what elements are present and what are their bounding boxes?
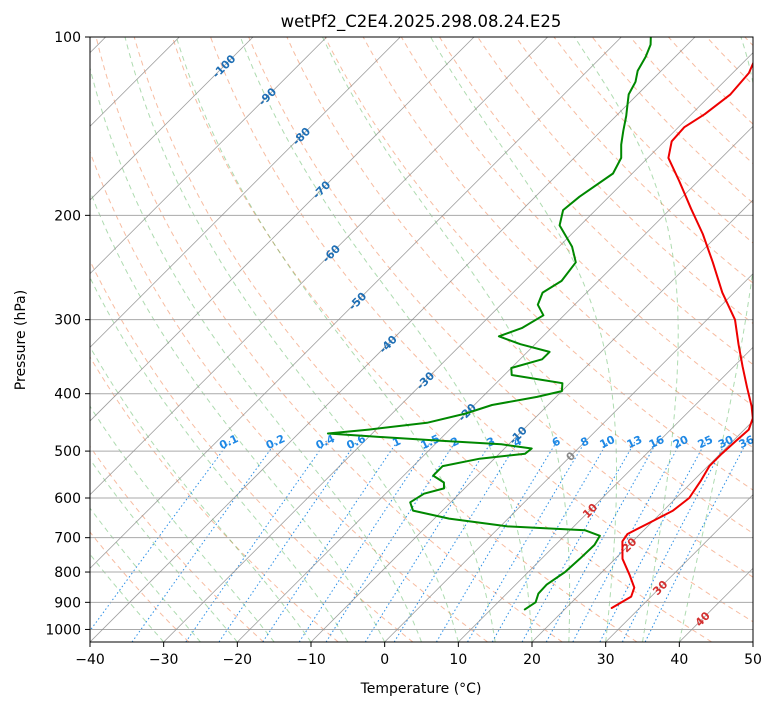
moist-adiabat (574, 37, 679, 642)
dry-adiabat (515, 37, 753, 284)
moist-adiabat (90, 553, 165, 642)
mixing-ratio-label: 25 (696, 433, 715, 451)
y-tick-label: 100 (54, 30, 81, 46)
dry-adiabat (400, 37, 753, 407)
mixing-ratio-line (325, 440, 457, 642)
mixing-ratio-label: 20 (671, 433, 691, 451)
mixing-ratio-line (545, 440, 659, 642)
dry-adiabat (362, 37, 753, 449)
moist-adiabat (322, 37, 571, 642)
x-tick-label: −30 (149, 652, 179, 668)
x-tick-label: −40 (75, 652, 105, 668)
isotherm-line (237, 125, 753, 642)
isotherm-line (163, 52, 753, 642)
y-tick-label: 300 (54, 313, 81, 329)
dewpoint-profile-line (326, 37, 652, 611)
x-tick-label: 0 (380, 652, 389, 668)
mixing-ratio-label: 10 (598, 433, 618, 451)
mixing-ratio-line (185, 440, 328, 642)
isotherm-line (531, 420, 753, 642)
dry-adiabat (90, 531, 190, 642)
moist-adiabat (175, 37, 496, 642)
isotherm-line (90, 37, 401, 348)
y-tick-label: 900 (54, 595, 81, 611)
mixing-ratio-line (90, 440, 231, 632)
mixing-ratio-line (521, 440, 637, 642)
y-tick-label: 400 (54, 387, 81, 403)
mixing-ratio-line (572, 440, 683, 642)
dry-adiabat (133, 37, 638, 642)
y-tick-label: 200 (54, 208, 81, 224)
x-tick-label: 20 (523, 652, 541, 668)
isotherm-line (90, 37, 696, 642)
y-tick-label: 500 (54, 444, 81, 460)
y-tick-label: 1000 (45, 622, 81, 638)
moist-adiabat (239, 37, 533, 642)
isotherm-line (90, 37, 549, 496)
temperature-profile-line (610, 61, 753, 609)
mixing-ratio-line (644, 440, 748, 642)
x-tick-label: −10 (296, 652, 326, 668)
dry-adiabat (90, 150, 488, 642)
x-tick-label: −20 (223, 652, 253, 668)
pressure-gridlines (90, 37, 753, 630)
dry-adiabat (171, 37, 712, 642)
x-tick-label: 50 (744, 652, 762, 668)
dry-adiabat (95, 37, 563, 642)
mixing-ratio-line (364, 440, 493, 642)
mixing-ratio-line (298, 440, 432, 642)
x-axis-ticks: −40 −30 −20 −10 0 10 20 30 40 50 (75, 642, 762, 668)
moist-adiabat (90, 276, 349, 642)
dry-adiabat (90, 356, 339, 642)
isotherm-line (90, 37, 254, 201)
plot-frame (89, 36, 754, 643)
mixing-ratio-line (491, 440, 609, 642)
y-tick-label: 800 (54, 565, 81, 581)
moist-adiabat (90, 65, 422, 642)
isotherm-line (384, 273, 753, 642)
mixing-ratio-line (131, 440, 278, 642)
x-tick-label: 40 (670, 652, 688, 668)
mixing-ratio-label: 13 (625, 433, 644, 451)
y-axis-label: Pressure (hPa) (13, 290, 29, 390)
moist-adiabats (90, 37, 753, 642)
x-axis-label: Temperature (°C) (360, 681, 482, 697)
isotherm-line (90, 37, 622, 569)
mixing-ratio-label: 16 (647, 433, 667, 451)
isotherm-line (310, 199, 753, 642)
isotherm-line (605, 494, 753, 642)
moist-adiabat (430, 37, 617, 642)
y-tick-label: 700 (54, 531, 81, 547)
moist-adiabat (90, 458, 238, 642)
moist-adiabat (90, 189, 386, 642)
moist-adiabat (90, 345, 312, 642)
isotherm-line (458, 346, 753, 642)
x-tick-label: 10 (449, 652, 467, 668)
x-tick-label: 30 (597, 652, 615, 668)
isotherm-line (90, 37, 475, 422)
mixing-ratio-line (262, 440, 399, 642)
mixing-ratio-line (435, 440, 558, 642)
y-axis-ticks: 100 200 300 400 500 600 700 800 900 1000 (45, 30, 90, 638)
moist-adiabat (124, 37, 459, 642)
moist-adiabat (90, 405, 275, 642)
isotherm-line (90, 37, 328, 275)
y-tick-label: 600 (54, 491, 81, 507)
isotherm-gridlines (90, 37, 753, 642)
dry-adiabat (210, 37, 753, 623)
moist-adiabat (90, 507, 201, 642)
mixing-ratio-line (467, 440, 587, 642)
dry-adiabat (477, 37, 753, 325)
chart-title: wetPf2_C2E4.2025.298.08.24.E25 (281, 12, 562, 32)
profile-series (326, 37, 753, 611)
